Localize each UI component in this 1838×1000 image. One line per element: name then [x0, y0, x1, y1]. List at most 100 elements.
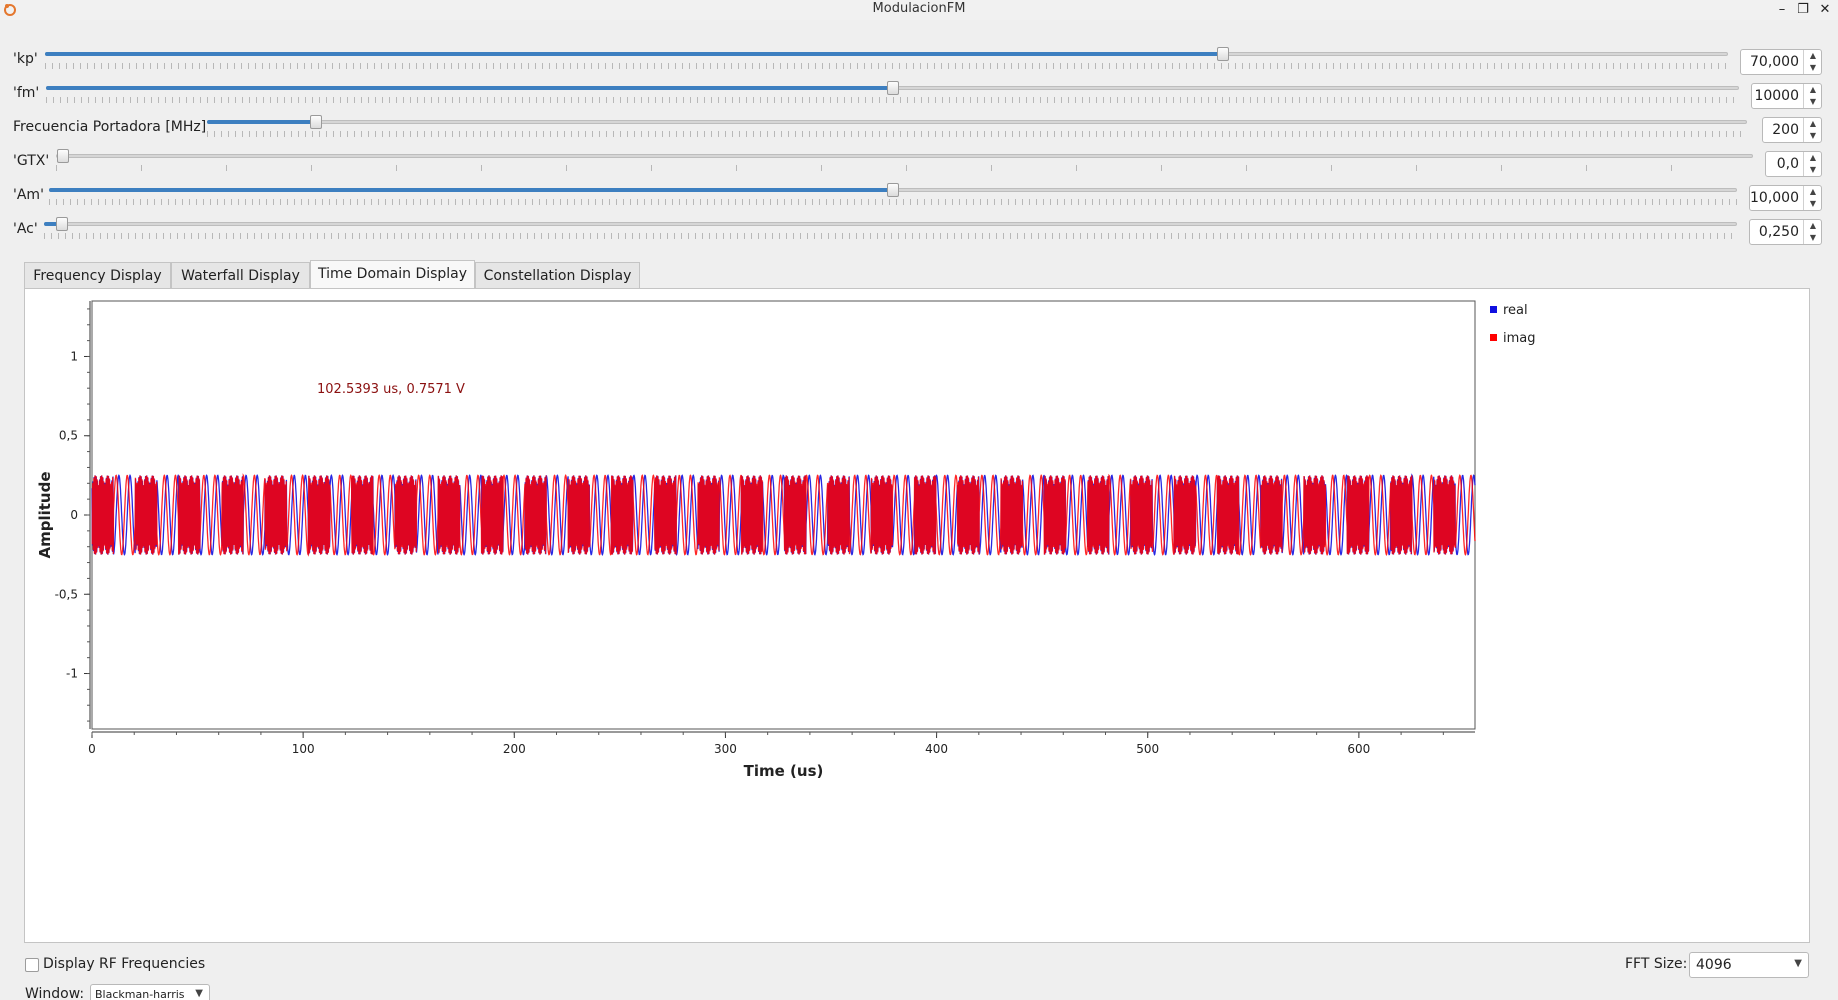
x-tick-label: 600 [1347, 742, 1370, 756]
fft-size-select[interactable]: 4096 ▼ [1689, 952, 1809, 978]
slider-ticks [49, 199, 1737, 205]
tab-time-domain-display[interactable]: Time Domain Display [310, 260, 475, 290]
y-tick-label: 0,5 [59, 429, 78, 443]
tab-constellation-display[interactable]: Constellation Display [475, 262, 640, 289]
spin-up-icon[interactable]: ▲ [1809, 187, 1817, 196]
slider-row-kp: 'kp' 70,000 ▲ ▼ [0, 41, 1838, 75]
ac-spinbox[interactable]: 0,250 ▲ ▼ [1749, 219, 1822, 245]
slider-handle[interactable] [56, 217, 68, 231]
slider-row-ac: 'Ac' 0,250 ▲ ▼ [0, 211, 1838, 245]
legend-swatch-imag [1490, 334, 1497, 341]
x-tick-label: 200 [503, 742, 526, 756]
slider-label: 'GTX' [13, 153, 50, 169]
carrier-frequency-spinbox[interactable]: 200 ▲ ▼ [1762, 117, 1822, 143]
maximize-button[interactable]: ❐ [1797, 2, 1809, 17]
slider-ticks [207, 131, 1747, 137]
slider-handle[interactable] [57, 149, 69, 163]
window-title: ModulacionFM [872, 1, 966, 16]
minimize-button[interactable]: – [1778, 2, 1786, 17]
chevron-down-icon: ▼ [1794, 958, 1802, 969]
chevron-down-icon: ▼ [195, 988, 203, 999]
slider-handle[interactable] [887, 81, 899, 95]
am-slider[interactable] [49, 183, 1737, 197]
spin-down-icon[interactable]: ▼ [1809, 199, 1817, 208]
title-bar: ModulacionFM – ❐ ✕ [0, 0, 1838, 20]
spin-down-icon[interactable]: ▼ [1809, 63, 1817, 72]
slider-label: 'fm' [13, 85, 40, 101]
gtx-slider[interactable] [56, 149, 1753, 163]
series-imag-line [91, 473, 1476, 557]
spin-up-icon[interactable]: ▲ [1809, 119, 1817, 128]
x-tick-label: 300 [714, 742, 737, 756]
gtx-spinbox[interactable]: 0,0 ▲ ▼ [1765, 151, 1822, 177]
tab-frequency-display[interactable]: Frequency Display [24, 262, 171, 289]
fm-slider[interactable] [46, 81, 1739, 95]
x-tick-label: 400 [925, 742, 948, 756]
close-button[interactable]: ✕ [1819, 2, 1831, 17]
am-spinbox[interactable]: 10,000 ▲ ▼ [1749, 185, 1822, 211]
slider-ticks [46, 97, 1739, 103]
slider-fill [45, 52, 1222, 56]
y-tick-label: -0,5 [55, 587, 78, 601]
slider-row-fm: 'fm' 10000 ▲ ▼ [0, 75, 1838, 109]
cursor-readout: 102.5393 us, 0.7571 V [317, 382, 465, 397]
window-label: Window: [25, 986, 85, 1000]
slider-fill [44, 222, 61, 226]
spin-down-icon[interactable]: ▼ [1809, 131, 1817, 140]
tab-waterfall-display[interactable]: Waterfall Display [171, 262, 310, 289]
display-rf-checkbox[interactable] [25, 958, 39, 972]
window-value: Blackman-harris [95, 988, 185, 1000]
spin-up-icon[interactable]: ▲ [1809, 51, 1817, 60]
x-tick-label: 500 [1136, 742, 1159, 756]
spin-up-icon[interactable]: ▲ [1809, 153, 1817, 162]
spinbox-value: 200 [1772, 122, 1799, 138]
legend-label-imag: imag [1503, 331, 1536, 346]
spin-arrows: ▲ ▼ [1803, 186, 1821, 210]
spin-down-icon[interactable]: ▼ [1809, 233, 1817, 242]
time-domain-panel: 1 0,5 0 -0,5 -1 0 100 200 300 400 500 600 Time (us) A… [24, 288, 1810, 943]
slider-label: 'Ac' [13, 221, 38, 237]
slider-label: Frecuencia Portadora [MHz] [13, 119, 207, 135]
spin-arrows: ▲ ▼ [1803, 220, 1821, 244]
fm-spinbox[interactable]: 10000 ▲ ▼ [1751, 83, 1822, 109]
spinbox-value: 0,0 [1776, 156, 1799, 172]
window-select[interactable]: Blackman-harris ▼ [90, 984, 210, 1000]
carrier-frequency-slider[interactable] [207, 115, 1747, 129]
slider-handle[interactable] [887, 183, 899, 197]
kp-spinbox[interactable]: 70,000 ▲ ▼ [1740, 49, 1822, 75]
slider-ticks [45, 63, 1728, 69]
spin-down-icon[interactable]: ▼ [1809, 97, 1817, 106]
spin-arrows: ▲ ▼ [1803, 84, 1821, 108]
legend-swatch-real [1490, 306, 1497, 313]
ac-slider[interactable] [44, 217, 1737, 231]
slider-handle[interactable] [310, 115, 322, 129]
kp-slider[interactable] [45, 47, 1728, 61]
slider-ticks [44, 233, 1737, 239]
spin-up-icon[interactable]: ▲ [1809, 85, 1817, 94]
time-domain-plot[interactable]: 1 0,5 0 -0,5 -1 0 100 200 300 400 500 600 Time (us) A… [25, 289, 1811, 944]
legend-label-real: real [1503, 303, 1528, 318]
spin-arrows: ▲ ▼ [1803, 50, 1821, 74]
slider-row-carrier: Frecuencia Portadora [MHz] 200 ▲ ▼ [0, 109, 1838, 143]
spin-down-icon[interactable]: ▼ [1809, 165, 1817, 174]
spinbox-value: 10000 [1754, 88, 1799, 104]
slider-ticks [56, 165, 1753, 171]
spin-arrows: ▲ ▼ [1803, 118, 1821, 142]
x-tick-label: 100 [292, 742, 315, 756]
fft-size-label: FFT Size: [1625, 956, 1688, 972]
slider-fill [49, 188, 892, 192]
slider-label: 'kp' [13, 51, 38, 67]
y-axis-label: Amplitude [36, 471, 54, 558]
x-axis-label: Time (us) [744, 762, 824, 780]
spin-up-icon[interactable]: ▲ [1809, 221, 1817, 230]
slider-row-am: 'Am' 10,000 ▲ ▼ [0, 177, 1838, 211]
fft-size-value: 4096 [1696, 957, 1732, 973]
gnuradio-logo-icon [4, 4, 16, 16]
y-tick-label: 1 [70, 349, 78, 363]
x-tick-label: 0 [88, 742, 96, 756]
slider-row-gtx: 'GTX' 0,0 ▲ ▼ [0, 143, 1838, 177]
slider-handle[interactable] [1217, 47, 1229, 61]
display-rf-label: Display RF Frequencies [43, 956, 206, 972]
spinbox-value: 0,250 [1758, 224, 1799, 240]
